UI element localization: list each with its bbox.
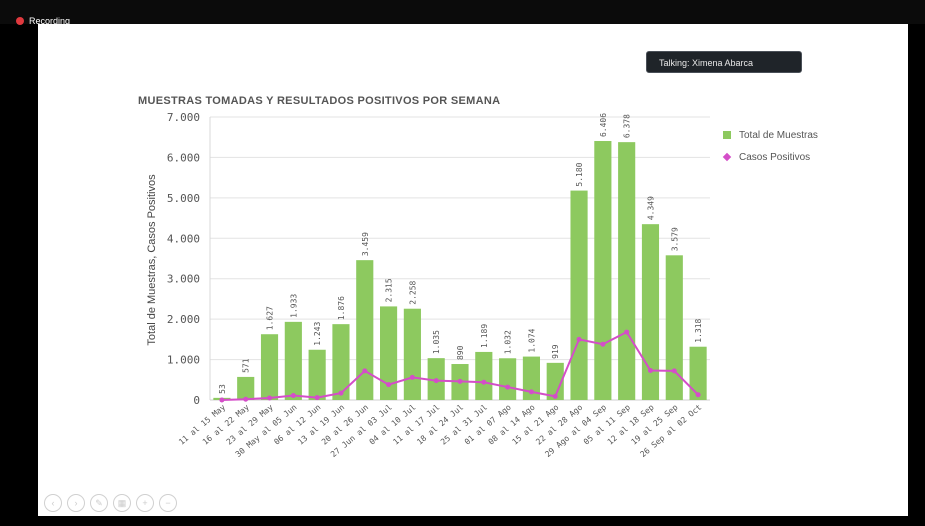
bar-data-label: 4.349 xyxy=(646,196,655,220)
y-tick-label: 1.000 xyxy=(167,354,200,367)
bar xyxy=(356,260,374,400)
chart-title: MUESTRAS TOMADAS Y RESULTADOS POSITIVOS … xyxy=(138,95,501,107)
line-point xyxy=(647,367,653,373)
bottom-bar xyxy=(0,516,925,526)
bar xyxy=(641,224,660,400)
line-point xyxy=(219,397,225,403)
bar-data-label: 1.243 xyxy=(313,321,322,345)
line-point xyxy=(386,382,392,388)
bar xyxy=(618,142,636,400)
legend-bar-swatch xyxy=(723,131,731,139)
line-point xyxy=(528,389,534,395)
bar xyxy=(499,358,517,400)
pen-icon[interactable]: ✎ xyxy=(90,494,108,512)
chart-legend: Total de Muestras Casos Positivos xyxy=(722,124,818,168)
bar-data-label: 6.406 xyxy=(599,113,608,137)
slides-icon[interactable]: ▦ xyxy=(113,494,131,512)
bar-data-label: 1.074 xyxy=(527,328,536,352)
bar xyxy=(260,334,279,400)
bar-data-label: 3.579 xyxy=(670,227,679,251)
line-point xyxy=(267,395,273,401)
line-point xyxy=(433,378,439,384)
bar xyxy=(522,356,540,400)
legend-bar-label: Total de Muestras xyxy=(739,129,818,141)
bar-data-label: 53 xyxy=(218,384,227,394)
y-tick-label: 7.000 xyxy=(167,111,200,124)
bar-data-label: 2.258 xyxy=(408,280,417,304)
forward-icon[interactable]: › xyxy=(67,494,85,512)
line-point xyxy=(290,393,296,399)
bar xyxy=(332,324,350,400)
line-point xyxy=(243,396,249,402)
record-icon xyxy=(16,17,24,25)
zoom-in-icon[interactable]: + xyxy=(136,494,154,512)
bar-data-label: 1.032 xyxy=(504,330,513,354)
legend-line-label: Casos Positivos xyxy=(739,151,811,163)
line-point xyxy=(338,390,344,396)
back-icon[interactable]: ‹ xyxy=(44,494,62,512)
bar-data-label: 1.627 xyxy=(266,306,275,330)
line-point xyxy=(695,392,701,398)
bar-data-label: 1.035 xyxy=(432,330,441,354)
legend-item-bars[interactable]: Total de Muestras xyxy=(723,124,818,146)
bar xyxy=(237,376,255,400)
line-point xyxy=(576,336,582,342)
recording-indicator: Recording xyxy=(16,16,70,26)
bar xyxy=(594,141,612,400)
bar-data-label: 1.876 xyxy=(337,296,346,320)
bar xyxy=(689,346,707,400)
zoom-out-icon[interactable]: − xyxy=(159,494,177,512)
line-point xyxy=(624,329,630,335)
bar xyxy=(475,351,493,400)
line-point xyxy=(600,341,606,347)
line-point xyxy=(481,379,487,385)
bar-data-label: 571 xyxy=(242,358,251,373)
y-tick-label: 6.000 xyxy=(167,151,200,164)
bar xyxy=(570,190,588,400)
bar-data-label: 1.189 xyxy=(480,324,489,348)
bar-data-label: 1.933 xyxy=(289,294,298,318)
y-tick-label: 0 xyxy=(193,394,200,407)
presentation-controls: ‹ › ✎ ▦ + − xyxy=(44,494,177,512)
line-point xyxy=(671,368,677,374)
line-point xyxy=(552,393,558,399)
bar xyxy=(308,349,326,400)
y-tick-label: 2.000 xyxy=(167,313,200,326)
y-tick-label: 3.000 xyxy=(167,273,200,286)
line-point xyxy=(409,374,415,380)
bar xyxy=(403,308,421,400)
bar-data-label: 919 xyxy=(551,344,560,359)
recording-label: Recording xyxy=(29,16,71,26)
bar xyxy=(284,321,302,400)
line-point xyxy=(505,384,511,390)
bar-data-label: 3.459 xyxy=(361,232,370,256)
bar-data-label: 890 xyxy=(456,345,465,360)
slide-canvas xyxy=(38,24,908,516)
line-point xyxy=(314,395,320,401)
y-tick-label: 4.000 xyxy=(167,232,200,245)
bar-data-label: 6.378 xyxy=(623,114,632,138)
y-tick-label: 5.000 xyxy=(167,192,200,205)
talking-indicator: Talking: Ximena Abarca xyxy=(646,51,802,73)
bar xyxy=(380,306,398,400)
line-point xyxy=(362,368,368,374)
top-bar xyxy=(0,0,925,24)
bar-data-label: 1.318 xyxy=(694,318,703,342)
bar-data-label: 2.315 xyxy=(385,278,394,302)
line-point xyxy=(457,378,463,384)
bar xyxy=(546,362,564,400)
legend-item-line[interactable]: Casos Positivos xyxy=(722,146,818,168)
bar-data-label: 5.180 xyxy=(575,162,584,186)
bar xyxy=(665,255,683,400)
